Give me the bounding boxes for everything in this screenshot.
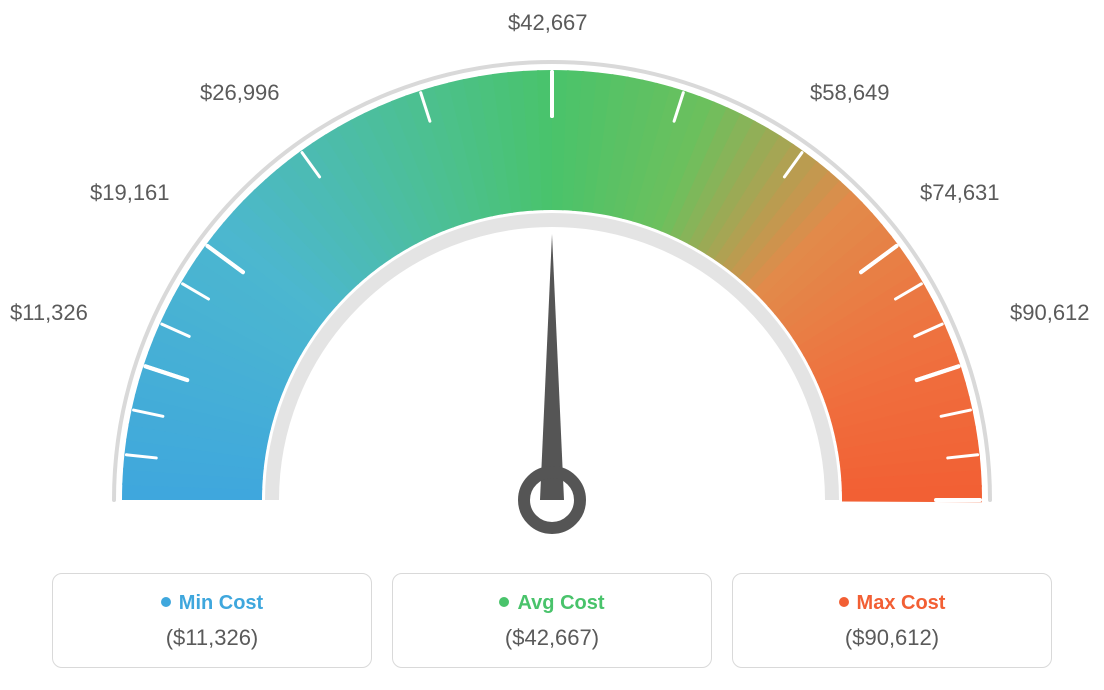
gauge-scale-label: $11,326 — [10, 300, 88, 326]
cost-card: Max Cost ($90,612) — [732, 573, 1052, 668]
gauge-scale-label: $90,612 — [1010, 300, 1090, 326]
gauge-chart: $11,326 $19,161 $26,996 $42,667 $58,649 $74,6… — [0, 0, 1104, 560]
legend-dot-icon — [499, 597, 509, 607]
gauge-scale-label: $74,631 — [920, 180, 1000, 206]
cost-card-value: ($42,667) — [403, 625, 701, 651]
gauge-scale-label: $58,649 — [810, 80, 890, 106]
cost-card-title-text: Avg Cost — [517, 592, 604, 614]
cost-card-value: ($11,326) — [63, 625, 361, 651]
cost-card-title: Avg Cost — [403, 592, 701, 615]
gauge-scale-label: $19,161 — [90, 180, 170, 206]
legend-dot-icon — [161, 597, 171, 607]
cost-card-title: Min Cost — [63, 592, 361, 615]
cost-card-title: Max Cost — [743, 592, 1041, 615]
cost-card-title-text: Max Cost — [857, 592, 946, 614]
cost-card: Min Cost ($11,326) — [52, 573, 372, 668]
cost-cards-row: Min Cost ($11,326) Avg Cost ($42,667) Max Co… — [52, 573, 1052, 668]
cost-card-title-text: Min Cost — [179, 592, 263, 614]
gauge-scale-label: $26,996 — [200, 80, 280, 106]
cost-card: Avg Cost ($42,667) — [392, 573, 712, 668]
cost-card-value: ($90,612) — [743, 625, 1041, 651]
gauge-scale-label: $42,667 — [508, 10, 588, 36]
legend-dot-icon — [839, 597, 849, 607]
